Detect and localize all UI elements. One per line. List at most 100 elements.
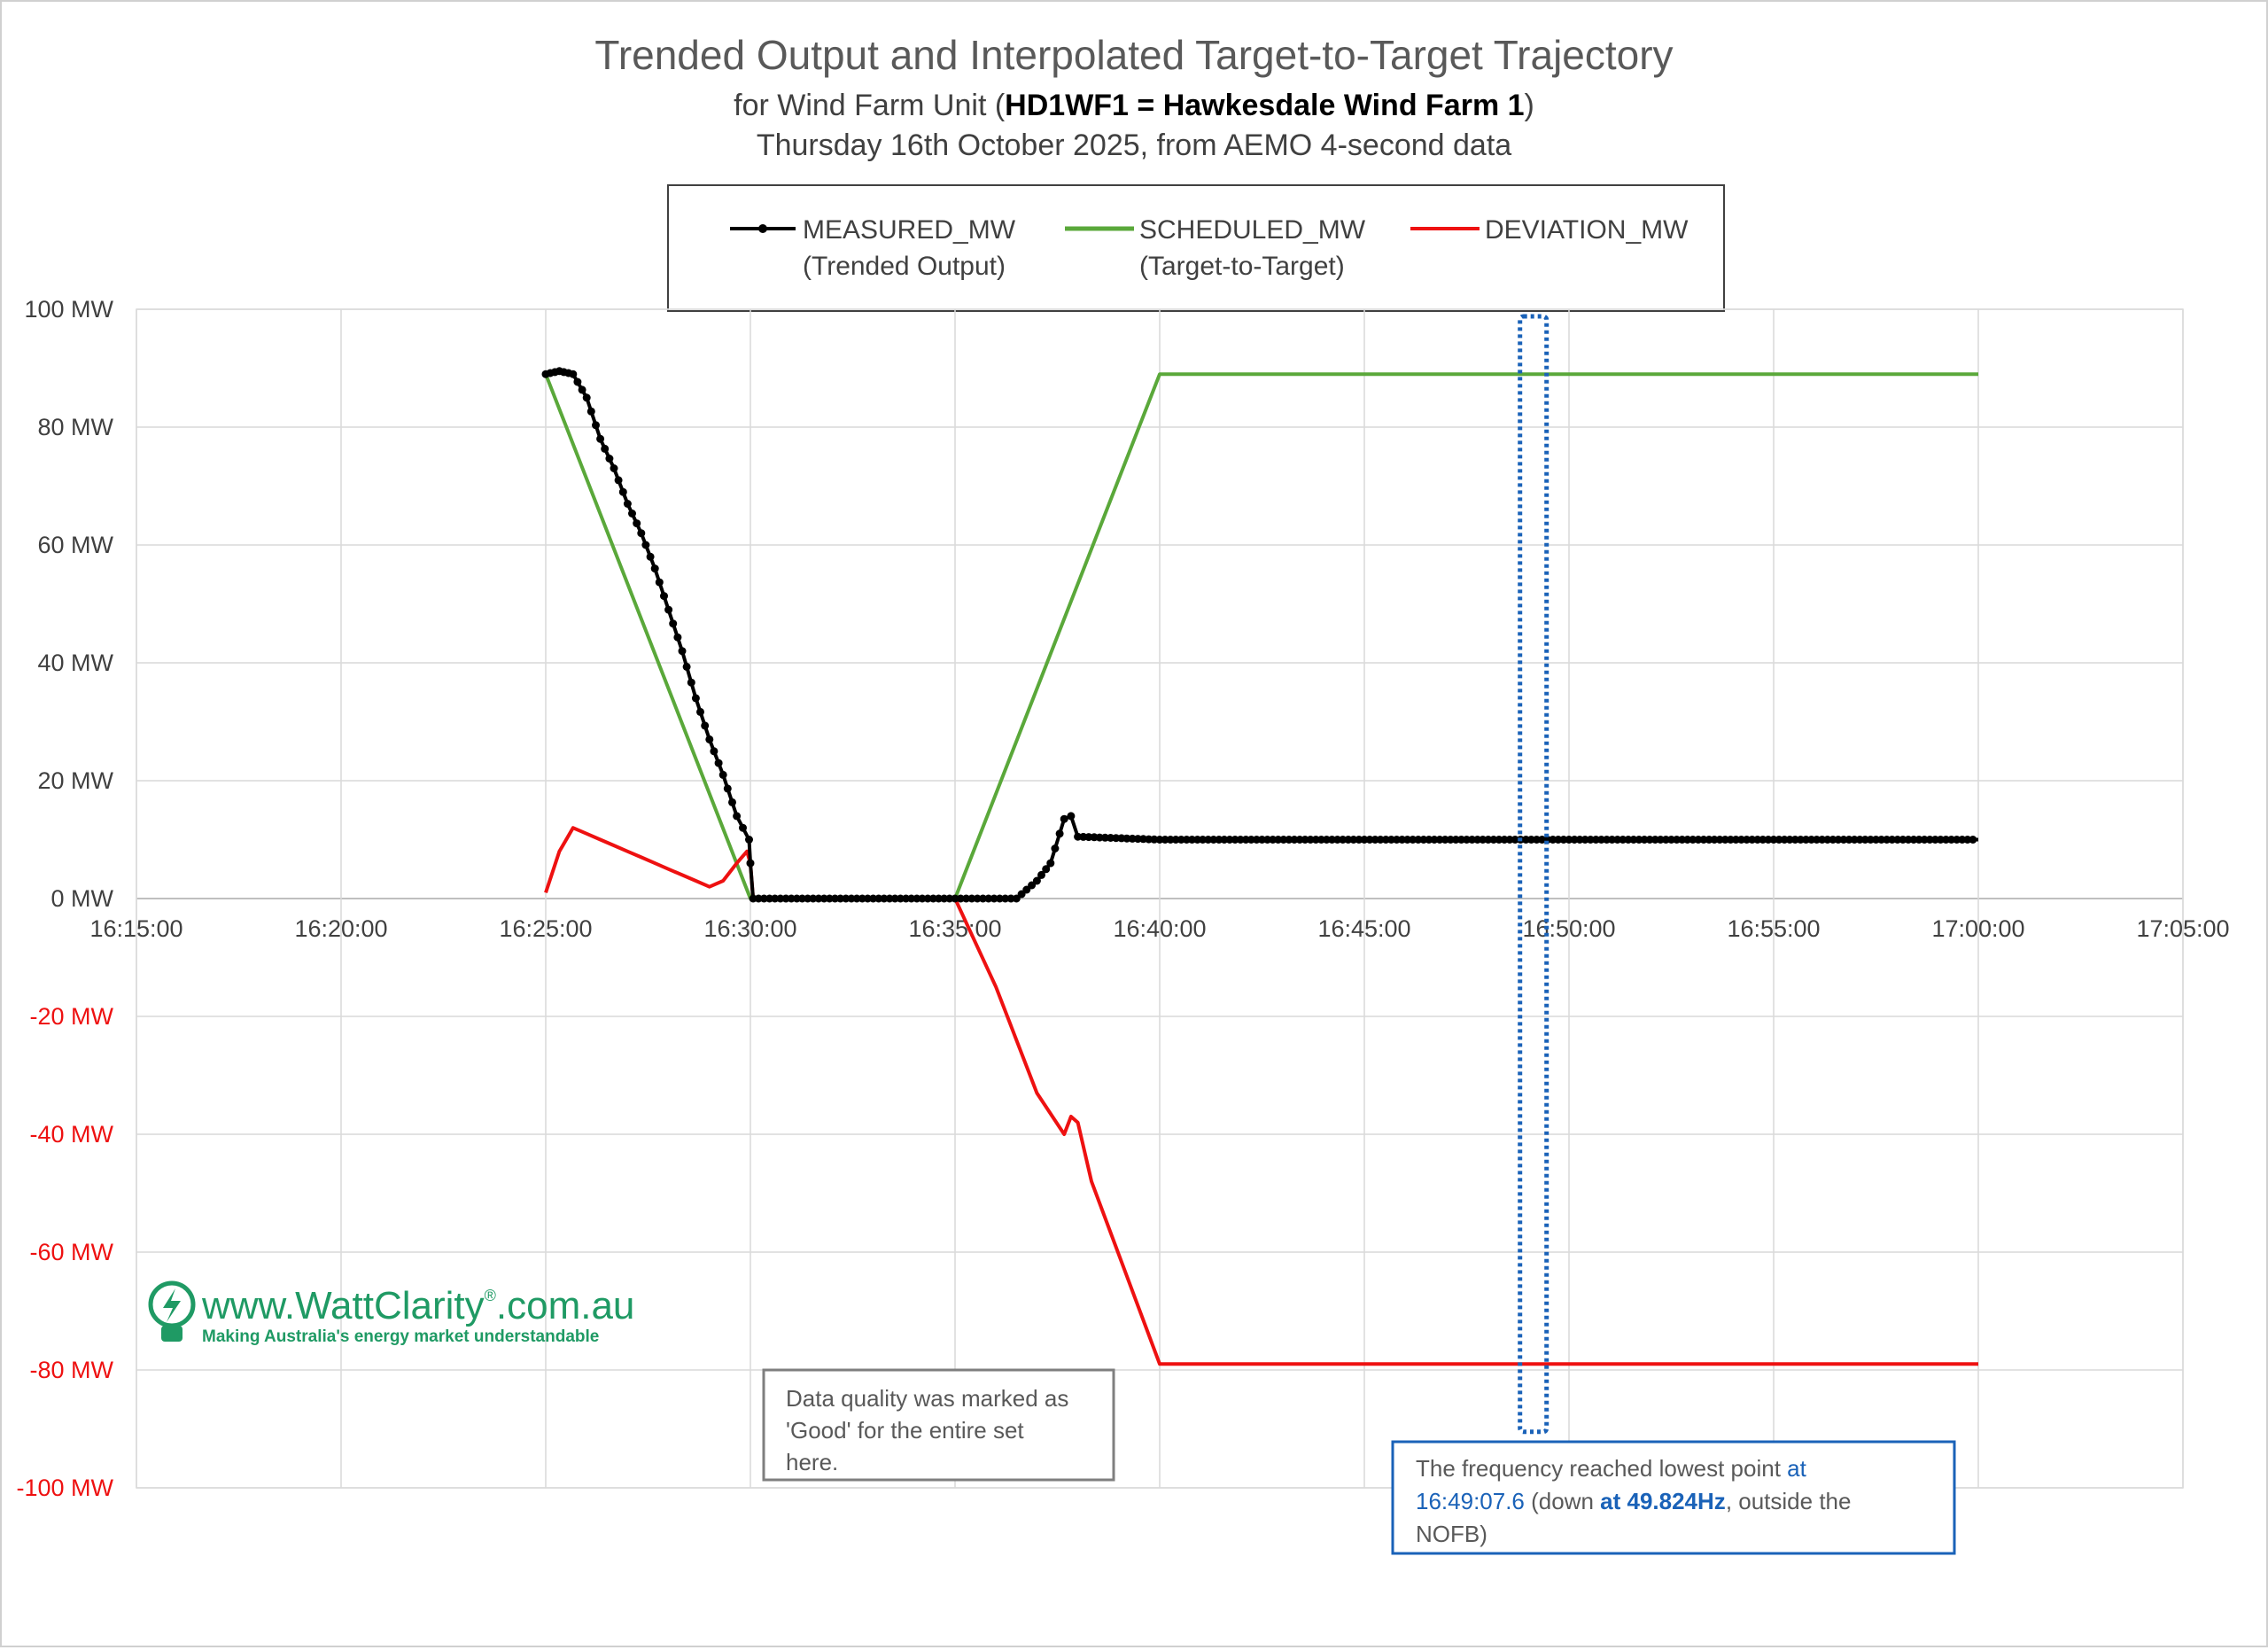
data-point-measured xyxy=(896,894,905,903)
subtitle-bold: HD1WF1 = Hawkesdale Wind Farm 1 xyxy=(1005,89,1524,122)
data-point-measured xyxy=(628,510,636,518)
y-tick-label: -60 MW xyxy=(30,1239,114,1265)
data-quality-line-1: Data quality was marked as xyxy=(786,1385,1068,1412)
y-tick-label: -20 MW xyxy=(30,1003,114,1030)
y-tick-label: -40 MW xyxy=(30,1121,114,1148)
data-point-measured xyxy=(723,784,732,793)
legend-sub-measured: (Trended Output) xyxy=(803,252,1006,281)
logo-domain: .com.au xyxy=(496,1284,635,1327)
data-quality-line-3: here. xyxy=(786,1449,838,1475)
data-point-measured xyxy=(701,721,710,730)
data-point-measured xyxy=(1051,844,1060,852)
legend-item-deviation: DEVIATION_MW xyxy=(1410,215,1689,245)
x-tick-label: 16:55:00 xyxy=(1727,915,1820,942)
data-point-measured xyxy=(842,894,850,903)
y-tick-label: 0 MW xyxy=(51,885,114,912)
x-tick-label: 16:50:00 xyxy=(1522,915,1615,942)
data-point-measured xyxy=(605,455,614,463)
data-point-measured xyxy=(984,894,993,903)
data-point-measured xyxy=(623,500,632,508)
data-point-measured xyxy=(814,894,823,903)
legend-label-measured: MEASURED_MW xyxy=(803,215,1016,245)
data-point-measured xyxy=(655,578,664,587)
y-axis-ticks: 100 MW 80 MW 60 MW 40 MW 20 MW 0 MW -20 MW -40 … xyxy=(16,296,113,1501)
data-point-measured xyxy=(1067,812,1076,821)
data-point-measured xyxy=(582,393,591,402)
frequency-line-1: The frequency reached lowest point at xyxy=(1416,1455,1807,1482)
series-markers-measured xyxy=(541,367,1977,903)
chart-subtitle-date: Thursday 16th October 2025, from AEMO 4-… xyxy=(757,128,1511,162)
data-point-measured xyxy=(956,894,965,903)
frequency-box xyxy=(1391,1440,1956,1555)
x-tick-label: 16:45:00 xyxy=(1317,915,1410,942)
chart-legend: MEASURED_MW (Trended Output) SCHEDULED_M… xyxy=(667,184,1725,312)
data-point-measured xyxy=(592,421,600,430)
frequency-line-1-text: The frequency reached lowest point xyxy=(1416,1455,1787,1482)
data-point-measured xyxy=(610,464,618,472)
data-point-measured xyxy=(990,894,998,903)
data-point-measured xyxy=(935,894,943,903)
chart-title: Trended Output and Interpolated Target-t… xyxy=(594,32,1673,78)
data-point-measured xyxy=(1969,836,1977,844)
x-tick-label: 17:05:00 xyxy=(2136,915,2229,942)
data-point-measured xyxy=(733,812,742,821)
series-line-scheduled xyxy=(544,372,1978,900)
data-point-measured xyxy=(673,633,682,642)
logo-site-name: www.WattClarity xyxy=(201,1284,485,1327)
x-tick-label: 16:35:00 xyxy=(908,915,1001,942)
data-point-measured xyxy=(641,541,650,549)
data-point-measured xyxy=(798,894,806,903)
data-point-measured xyxy=(979,894,987,903)
data-point-measured xyxy=(1060,814,1068,823)
x-axis-ticks: 16:15:00 16:20:00 16:25:00 16:30:00 16:35:00… xyxy=(89,915,2229,942)
data-point-measured xyxy=(664,605,673,614)
x-tick-label: 16:40:00 xyxy=(1113,915,1206,942)
data-point-measured xyxy=(945,894,954,903)
data-point-measured xyxy=(759,894,768,903)
y-tick-label: -80 MW xyxy=(30,1357,114,1383)
wattclarity-logo: www.WattClarity®.com.au Making Australia… xyxy=(148,1280,635,1346)
lightbulb-icon xyxy=(148,1280,196,1342)
frequency-line-2: 16:49:07.6 (down at 49.824Hz, outside th… xyxy=(1416,1488,1851,1514)
data-quality-box xyxy=(762,1368,1115,1482)
data-point-measured xyxy=(569,370,578,378)
y-tick-label: -100 MW xyxy=(16,1475,113,1501)
frequency-line-1-blue: at xyxy=(1787,1455,1806,1482)
legend-item-measured: MEASURED_MW (Trended Output) xyxy=(730,215,1016,281)
data-point-measured xyxy=(1032,876,1041,885)
subtitle-prefix: for Wind Farm Unit ( xyxy=(734,89,1006,122)
x-tick-label: 16:20:00 xyxy=(294,915,387,942)
data-point-measured xyxy=(967,894,976,903)
data-point-measured xyxy=(660,592,668,601)
data-quality-annotation: Data quality was marked as 'Good' for th… xyxy=(762,1368,1115,1482)
data-point-measured xyxy=(995,894,1004,903)
data-point-measured xyxy=(601,444,610,453)
x-tick-label: 16:30:00 xyxy=(703,915,796,942)
series-line-deviation xyxy=(544,826,1978,1366)
data-quality-line-2: 'Good' for the entire set xyxy=(786,1417,1024,1444)
y-tick-label: 40 MW xyxy=(37,650,113,676)
logo-registered-mark: ® xyxy=(485,1287,496,1304)
data-point-measured xyxy=(614,476,623,485)
x-tick-label: 16:15:00 xyxy=(89,915,183,942)
data-point-measured xyxy=(962,894,971,903)
logo-tagline: Making Australia's energy market underst… xyxy=(202,1327,599,1346)
data-point-measured xyxy=(836,894,845,903)
legend-marker-measured xyxy=(758,224,767,233)
subtitle-suffix: ) xyxy=(1525,89,1534,122)
data-point-measured xyxy=(863,894,872,903)
data-point-measured xyxy=(745,836,753,844)
y-tick-label: 60 MW xyxy=(37,532,113,558)
data-point-measured xyxy=(705,735,714,743)
frequency-time: 16:49:07.6 xyxy=(1416,1488,1525,1514)
y-tick-label: 100 MW xyxy=(24,296,113,323)
data-point-measured xyxy=(890,894,899,903)
series-line-measured xyxy=(545,369,1978,900)
data-point-measured xyxy=(682,662,691,671)
data-point-measured xyxy=(1046,859,1055,868)
data-point-measured xyxy=(687,678,695,687)
x-tick-label: 16:25:00 xyxy=(499,915,592,942)
legend-label-scheduled: SCHEDULED_MW xyxy=(1139,215,1366,245)
